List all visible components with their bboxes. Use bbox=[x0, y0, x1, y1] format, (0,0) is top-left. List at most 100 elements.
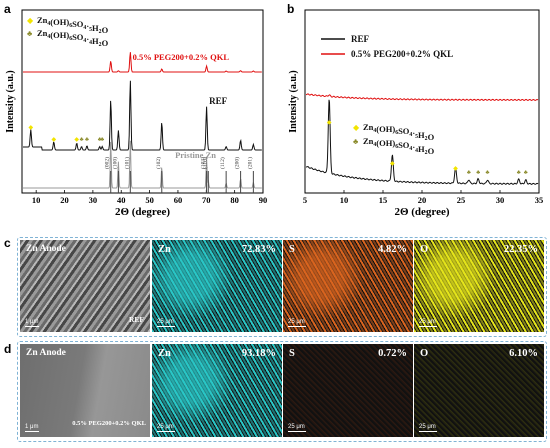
x-axis-label: 2Θ (degree) bbox=[394, 206, 449, 218]
element-percent: 72.83% bbox=[241, 244, 276, 255]
phase-marker: ◆ bbox=[327, 120, 332, 126]
sem-sample-label: 0.5% PEG200+0.2% QKL bbox=[72, 420, 146, 427]
edx-map-s: S 0.72% 25 μm bbox=[283, 344, 413, 437]
x-tick-label-40: 40 bbox=[117, 195, 126, 205]
x-tick-label-90: 90 bbox=[259, 195, 268, 205]
xrd-chart-a: 10 20 30 40 50 60 70 80 90 2Θ (degree) Intensity (… bbox=[5, 9, 268, 218]
x-tick-label-10: 10 bbox=[32, 195, 41, 205]
series-line-0 bbox=[305, 99, 539, 185]
sem-sample-label: REF bbox=[129, 315, 144, 324]
ref-index-label: (201) bbox=[246, 157, 253, 169]
phase-marker: ♣ bbox=[517, 170, 521, 176]
legend-series-text-0: REF bbox=[351, 34, 370, 44]
scale-bar bbox=[288, 325, 306, 327]
scale-label: 25 μm bbox=[288, 424, 305, 430]
edx-row-c-frame bbox=[17, 237, 547, 337]
element-percent: 0.72% bbox=[378, 348, 407, 359]
panel-letter-b: b bbox=[287, 2, 295, 16]
legend-text-0: Zn4(OH)6SO4·5H2O bbox=[37, 15, 109, 35]
legend-marker-text-1: Zn4(OH)6SO4·4H2O bbox=[363, 136, 435, 156]
x-tick-label-10: 10 bbox=[340, 195, 349, 205]
ref-index-label: (002) bbox=[104, 157, 111, 169]
element-percent: 6.10% bbox=[509, 348, 538, 359]
edx-row-d: Zn Anode 0.5% PEG200+0.2% QKL 1 μm Zn 93.18%… bbox=[20, 344, 544, 437]
x-tick-label-80: 80 bbox=[230, 195, 239, 205]
scale-bar bbox=[419, 325, 437, 327]
ref-index-label: (102) bbox=[155, 157, 162, 169]
sem-image: Zn Anode REF 1 μm bbox=[20, 240, 150, 332]
plot-frame bbox=[304, 9, 540, 194]
ref-index-label: (200) bbox=[234, 157, 241, 169]
scale-label: 25 μm bbox=[157, 319, 174, 325]
y-axis-label: Intensity (a.u.) bbox=[288, 70, 299, 133]
edx-row-d-frame bbox=[17, 341, 547, 442]
x-tick-label-60: 60 bbox=[174, 195, 183, 205]
legend-text-1: Zn4(OH)6SO4·4H2O bbox=[37, 28, 109, 48]
edx-map-zn: Zn 72.83% 25 μm bbox=[152, 240, 282, 332]
scale-label: 25 μm bbox=[157, 424, 174, 430]
element-label: Zn bbox=[158, 244, 171, 255]
legend-marker-text-0: Zn4(OH)6SO4·5H2O bbox=[363, 122, 435, 142]
element-label: O bbox=[420, 244, 429, 255]
series-line-2 bbox=[23, 140, 262, 189]
scale-label: 1 μm bbox=[25, 319, 39, 325]
element-label: O bbox=[420, 348, 429, 359]
panel-letter-d: d bbox=[4, 342, 12, 356]
legend-marker-symbol-0: ◆ bbox=[353, 123, 360, 132]
edx-map-zn: Zn 93.18% 25 μm bbox=[152, 344, 282, 437]
scale-bar bbox=[157, 325, 175, 327]
phase-marker: ♣ bbox=[98, 137, 102, 143]
phase-marker: ◆ bbox=[74, 137, 79, 143]
scale-bar bbox=[25, 430, 39, 432]
element-label: S bbox=[289, 244, 295, 255]
scale-label: 1 μm bbox=[25, 424, 39, 430]
series-label-pristine: Pristine Zn bbox=[175, 150, 216, 160]
sem-title: Zn Anode bbox=[26, 244, 66, 254]
panel-letter-a: a bbox=[4, 2, 11, 16]
x-tick-label-35: 35 bbox=[535, 195, 544, 205]
phase-marker: ◆ bbox=[51, 137, 56, 143]
x-tick-label-25: 25 bbox=[457, 195, 466, 205]
legend-series-text-1: 0.5% PEG200+0.2% QKL bbox=[351, 49, 453, 59]
edx-row-c: Zn Anode REF 1 μm Zn 72.83% 25 μm S 4.82% 25 μm O… bbox=[20, 240, 544, 332]
y-axis-label: Intensity (a.u.) bbox=[5, 70, 16, 133]
x-tick-label-70: 70 bbox=[202, 195, 211, 205]
scale-label: 25 μm bbox=[419, 424, 436, 430]
legend-marker-symbol-1: ♣ bbox=[353, 137, 359, 146]
phase-marker: ◆ bbox=[453, 166, 458, 172]
edx-map-o: O 22.35% 25 μm bbox=[414, 240, 544, 332]
series-line-1 bbox=[23, 80, 262, 151]
phase-marker: ◆ bbox=[28, 125, 33, 131]
phase-marker: ♣ bbox=[524, 170, 528, 176]
x-tick-label-5: 5 bbox=[303, 195, 307, 205]
phase-marker: ♣ bbox=[100, 137, 104, 143]
phase-marker: ♣ bbox=[467, 170, 471, 176]
scale-label: 25 μm bbox=[288, 319, 305, 325]
edx-map-s: S 4.82% 25 μm bbox=[283, 240, 413, 332]
panel-letter-c: c bbox=[4, 236, 11, 250]
legend-symbol-0: ◆ bbox=[27, 16, 34, 25]
legend-symbol-1: ♣ bbox=[27, 29, 33, 38]
series-line-0 bbox=[23, 52, 262, 73]
phase-marker: ◆ bbox=[390, 161, 395, 167]
x-tick-label-30: 30 bbox=[496, 195, 505, 205]
phase-marker: ♣ bbox=[85, 137, 89, 143]
scale-bar bbox=[288, 430, 306, 432]
ref-index-label: (110) bbox=[201, 157, 208, 169]
scale-bar bbox=[419, 430, 437, 432]
xrd-chart-b: 5 10 15 20 25 30 35 2Θ (degree) Intensity (a.u.)… bbox=[288, 9, 544, 218]
element-label: Zn bbox=[158, 348, 171, 359]
sem-title: Zn Anode bbox=[26, 348, 66, 358]
x-tick-label-30: 30 bbox=[89, 195, 98, 205]
x-tick-label-50: 50 bbox=[145, 195, 154, 205]
ref-index-label: (100) bbox=[111, 157, 118, 169]
element-percent: 22.35% bbox=[503, 244, 538, 255]
plot-frame bbox=[21, 9, 264, 194]
scale-bar bbox=[25, 325, 39, 327]
scale-label: 25 μm bbox=[419, 319, 436, 325]
element-percent: 4.82% bbox=[378, 244, 407, 255]
phase-marker: ♣ bbox=[80, 137, 84, 143]
ref-index-label: (112) bbox=[219, 157, 226, 169]
series-label-ref: REF bbox=[209, 96, 228, 106]
x-tick-label-15: 15 bbox=[379, 195, 388, 205]
